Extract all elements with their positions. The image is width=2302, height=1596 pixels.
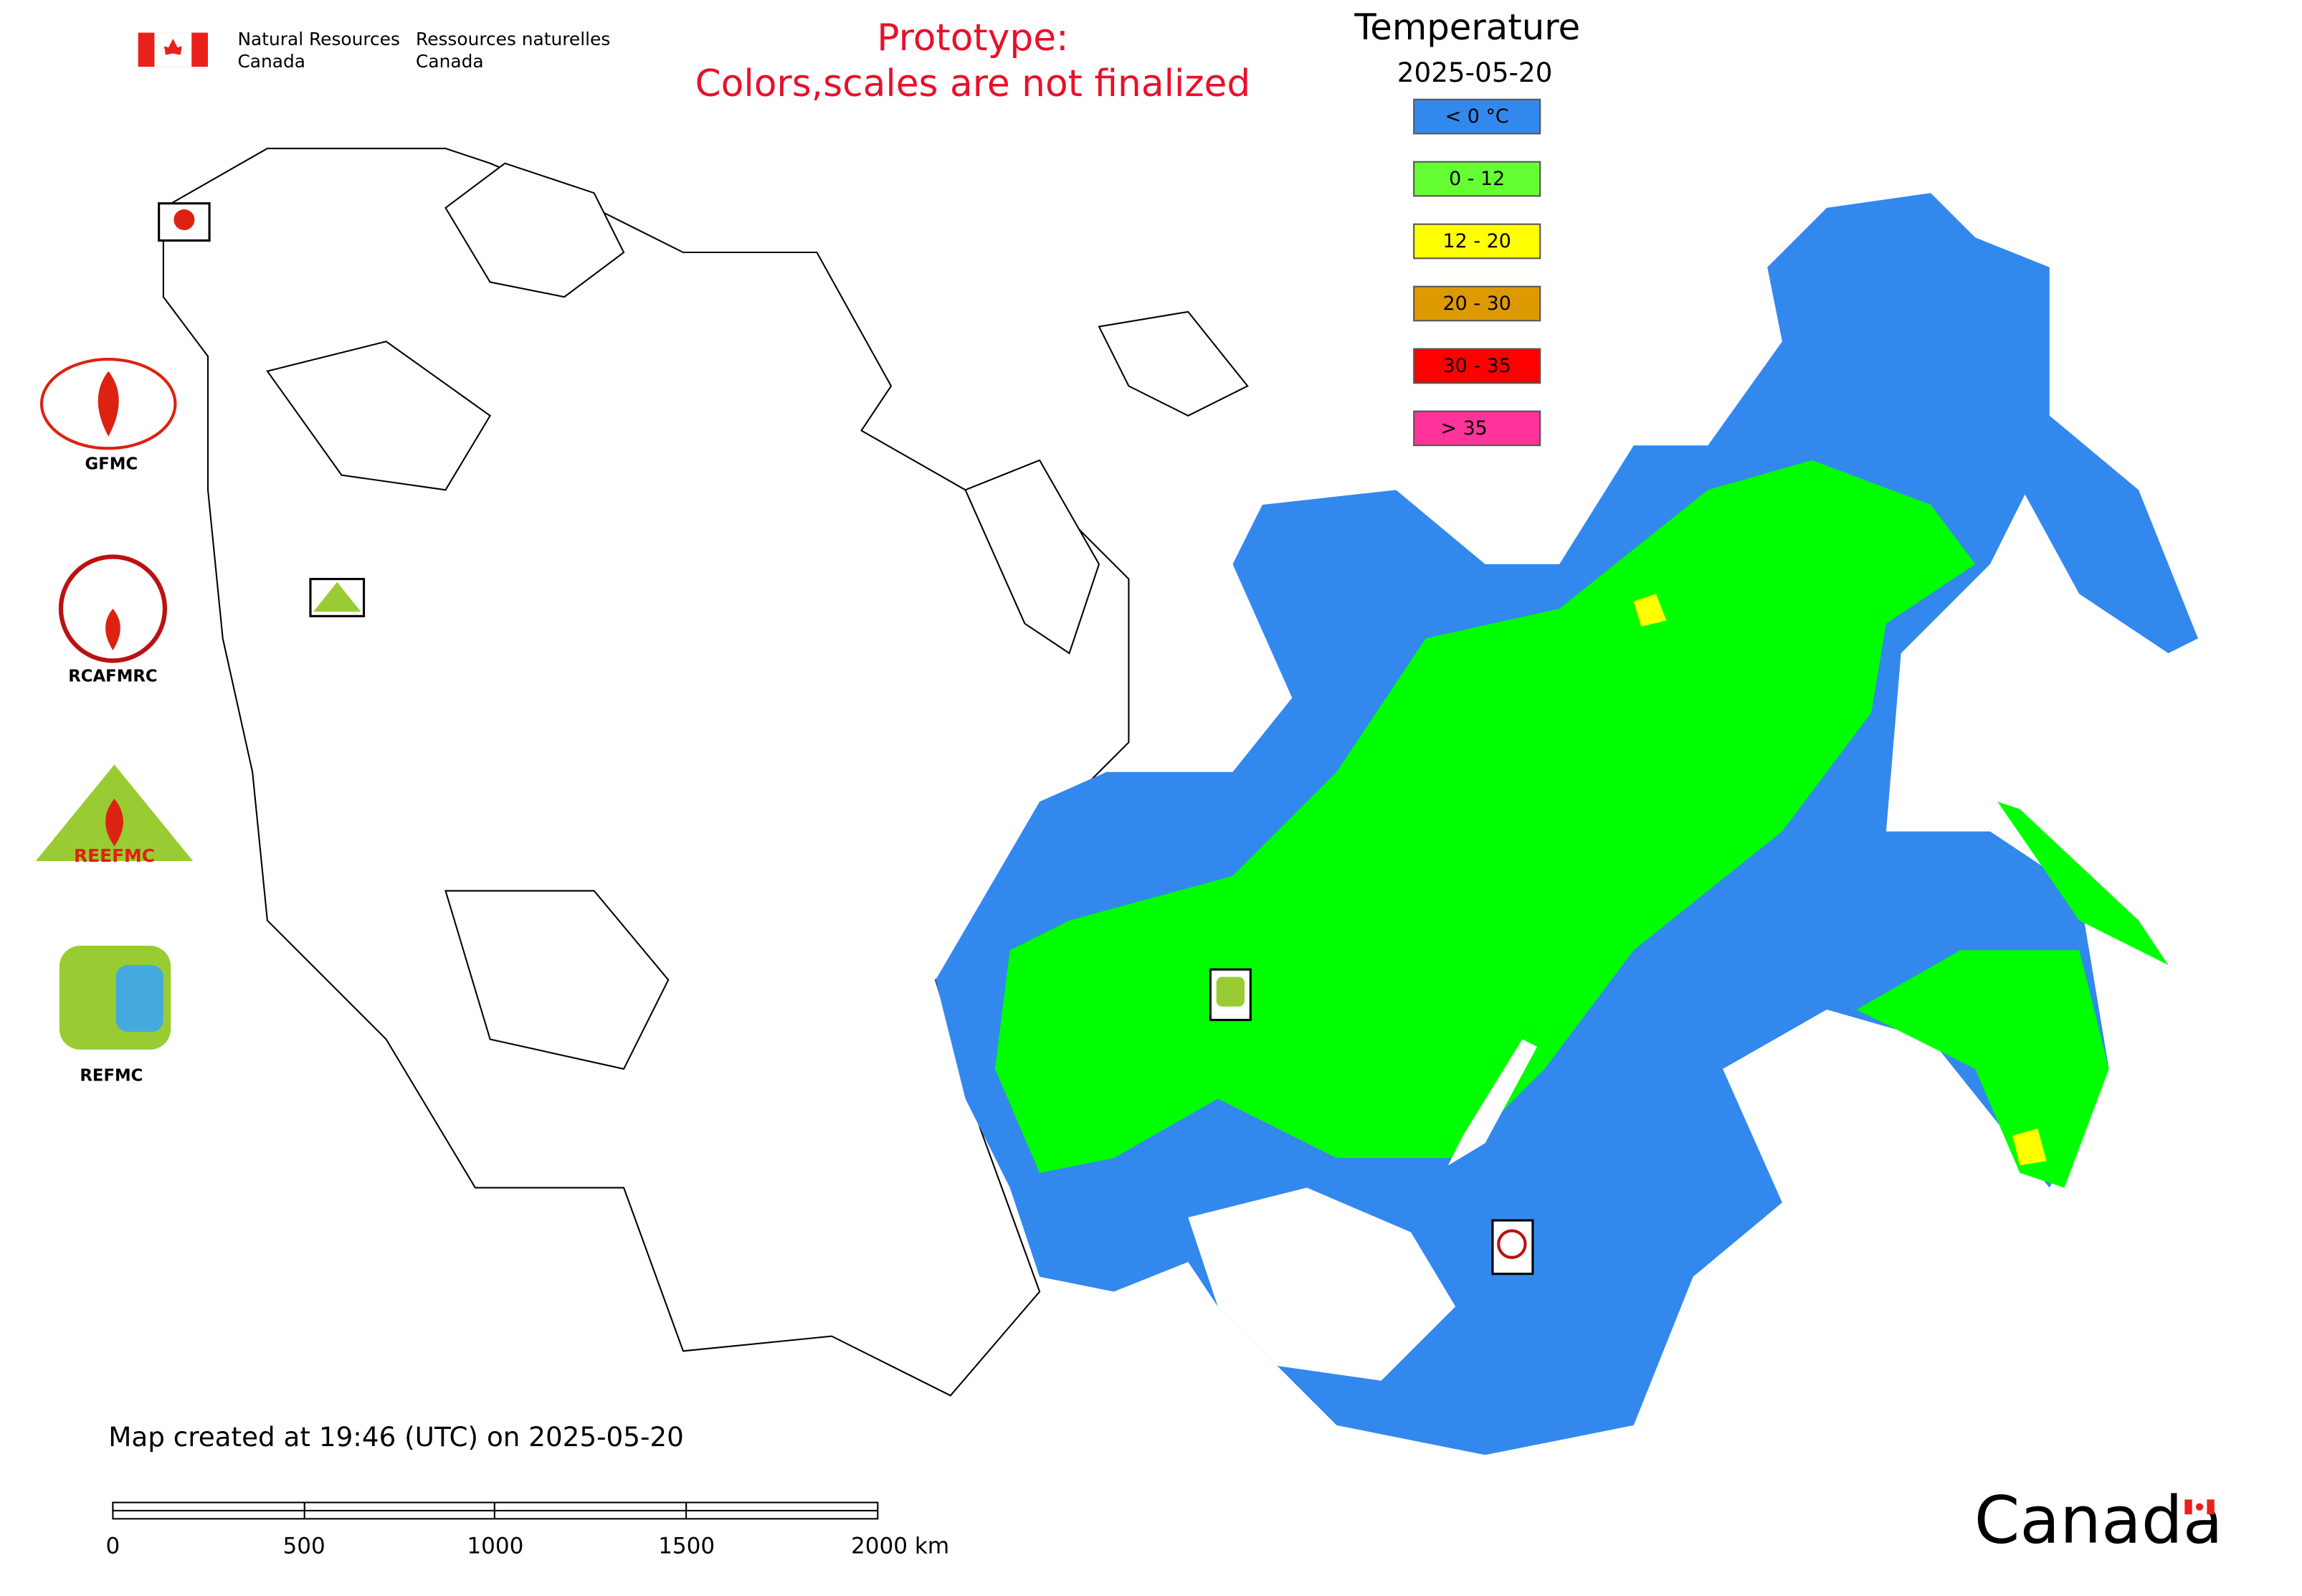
scale-bar — [112, 1501, 879, 1520]
map-markers — [158, 202, 1534, 1276]
legend-title: Temperature — [1354, 6, 1580, 48]
agency-en: Canada — [237, 51, 305, 72]
scale-labels: 0 500 1000 1500 2000 km — [106, 1534, 950, 1559]
canada-flag — [138, 32, 209, 67]
logo-label: GFMC — [85, 455, 138, 474]
legend-swatch — [1413, 348, 1541, 384]
logo-reefmc — [35, 764, 194, 862]
legend-date: 2025-05-20 — [1397, 57, 1553, 88]
logo-gfmc — [39, 358, 177, 450]
lake-baikal — [1447, 1039, 1538, 1166]
legend-label: < 0 °C — [1445, 105, 1509, 128]
notice: Prototype: — [877, 16, 1068, 60]
scale-label: 1000 — [467, 1534, 523, 1559]
region-below-zero — [1989, 415, 2198, 654]
legend-label: 0 - 12 — [1449, 168, 1505, 190]
scale-label: 1500 — [658, 1534, 715, 1559]
legend-swatch — [1413, 98, 1541, 135]
scale-label: 500 — [283, 1534, 325, 1559]
base-map — [162, 148, 1249, 1397]
legend-label: 30 - 35 — [1443, 355, 1511, 377]
notice: Colors,scales are not finalized — [695, 62, 1251, 105]
region-12-20 — [2012, 1128, 2047, 1166]
logo-refmc — [59, 946, 171, 1050]
scale-label: 0 — [106, 1534, 120, 1559]
agency-fr: Ressources naturelles — [416, 29, 610, 49]
region-0-12 — [1856, 950, 2109, 1188]
legend-label: 20 - 30 — [1443, 293, 1511, 315]
legend-label: > 35 — [1440, 417, 1487, 440]
agency-en: Natural Resources — [237, 29, 399, 49]
agency-fr: Canada — [416, 51, 484, 72]
logo-rcafmrc — [58, 554, 168, 663]
scale-label: 2000 km — [851, 1534, 949, 1559]
logo-label: REFMC — [80, 1067, 143, 1086]
region-0-12 — [1997, 802, 2169, 965]
canada-wordmark: Canada — [1974, 1483, 2223, 1559]
legend: < 0 °C 0 - 12 12 - 20 20 - 30 30 - 35 > 35 — [1413, 98, 1541, 447]
no-data — [1188, 1187, 1456, 1381]
region-12-20 — [1633, 594, 1667, 627]
legend-swatch — [1413, 223, 1541, 260]
legend-label: 12 - 20 — [1443, 230, 1511, 252]
footer-note: Map created at 19:46 (UTC) on 2025-05-20 — [108, 1421, 684, 1453]
temperature-layer — [936, 193, 2198, 1455]
legend-swatch — [1413, 410, 1541, 447]
logo-label: RCAFMRC — [68, 668, 157, 686]
legend-swatch — [1413, 285, 1541, 322]
logo-label: REEFMC — [74, 845, 155, 866]
legend-swatch — [1413, 161, 1541, 197]
wordmark-flag — [2184, 1499, 2215, 1515]
